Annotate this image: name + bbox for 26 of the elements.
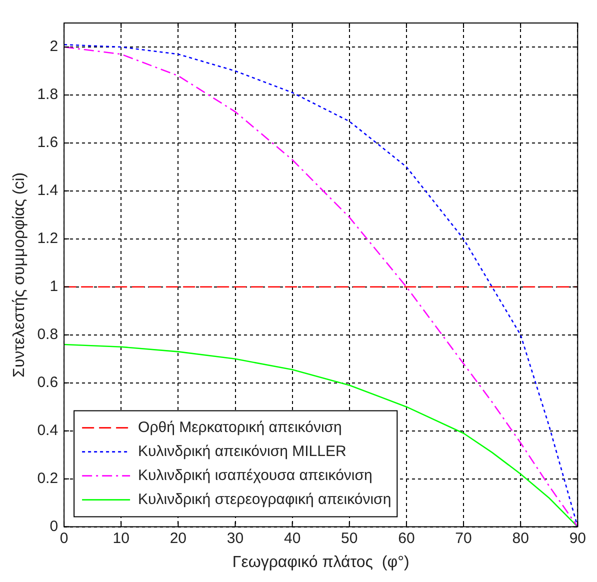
y-tick-label: 0.8 (37, 326, 58, 344)
y-axis-title: Συντελεστής συμμορφίας (ci) (11, 172, 28, 378)
y-tick-label: 0.6 (37, 374, 58, 391)
x-tick-label: 60 (398, 530, 415, 547)
y-tick-label: 1.4 (37, 182, 58, 200)
x-tick-label: 90 (569, 530, 586, 547)
x-tick-label: 30 (226, 530, 244, 547)
x-axis-title: Γεωγραφικό πλάτος (φ°) (232, 554, 410, 571)
x-tick-label: 50 (341, 530, 358, 547)
y-tick-label: 1.6 (37, 134, 58, 152)
legend-label: Κυλινδρική απεικόνιση MILLER (138, 442, 346, 460)
y-tick-label: 1.2 (37, 230, 58, 248)
legend-label: Κυλινδρική στερεογραφική απεικόνιση (138, 490, 392, 508)
x-tick-label: 40 (284, 530, 301, 547)
y-tick-label: 0 (50, 518, 58, 535)
legend-label: Ορθή Μερκατορική απεικόνιση (138, 418, 342, 436)
y-tick-label: 1 (50, 278, 58, 296)
y-tick-label: 1.8 (37, 86, 58, 104)
legend-label: Κυλινδρική ισαπέχουσα απεικόνιση (138, 466, 372, 484)
x-tick-label: 80 (512, 530, 529, 547)
y-tick-label: 2 (50, 38, 58, 56)
x-tick-label: 10 (112, 530, 130, 547)
x-tick-label: 70 (455, 530, 472, 547)
y-tick-label: 0.2 (37, 470, 58, 487)
y-tick-label: 0.4 (37, 422, 58, 439)
x-tick-label: 20 (170, 530, 187, 547)
